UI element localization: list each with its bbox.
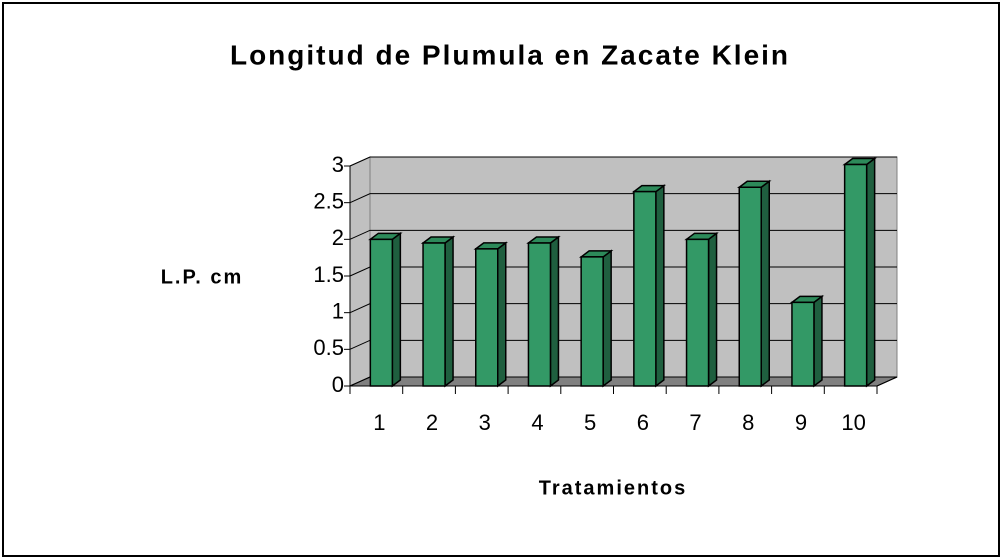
bar-side — [865, 157, 876, 388]
y-tick-label: 0.5 — [313, 335, 344, 360]
bar-front — [791, 301, 815, 387]
bar-front — [843, 163, 868, 387]
bar-front — [369, 238, 394, 387]
bar-front — [527, 242, 552, 387]
y-tick-label: 0 — [332, 372, 344, 397]
x-tick-label: 6 — [637, 410, 649, 435]
bar-side — [707, 231, 718, 388]
bar-side — [549, 235, 560, 388]
bar-front — [738, 186, 762, 387]
bar-side — [602, 249, 612, 388]
bar-side — [655, 184, 665, 388]
bar-front — [475, 248, 499, 387]
bar-side — [444, 235, 454, 388]
x-tick-label: 10 — [841, 410, 865, 435]
y-tick-label: 1 — [332, 298, 344, 323]
bar-front — [633, 190, 657, 387]
bar-side — [760, 179, 770, 388]
chart-title: Longitud de Plumula en Zacate Klein — [230, 39, 790, 70]
bar — [473, 241, 508, 388]
x-tick-label: 9 — [795, 410, 807, 435]
x-tick-label: 5 — [584, 410, 596, 435]
x-tick-label: 7 — [689, 410, 701, 435]
y-tick-label: 3 — [332, 152, 344, 177]
bar-side — [497, 241, 507, 388]
bar-front — [422, 242, 446, 387]
bar-side — [813, 294, 823, 388]
bar — [420, 235, 456, 388]
y-tick-label: 2.5 — [313, 188, 344, 213]
x-tick-label: 3 — [479, 410, 491, 435]
grid-line — [349, 229, 897, 240]
bar — [578, 249, 614, 388]
y-tick-label: 1.5 — [313, 262, 344, 287]
bar — [368, 231, 403, 388]
bar-front — [580, 256, 604, 387]
y-axis-title: L.P. cm — [161, 266, 244, 288]
bar — [631, 184, 667, 388]
x-tick-label: 1 — [373, 410, 385, 435]
floor-edge — [876, 376, 898, 387]
bar — [842, 157, 877, 388]
x-axis-title: Tratamientos — [539, 477, 687, 499]
x-tick-label: 4 — [531, 410, 543, 435]
x-tick-label: 2 — [426, 410, 438, 435]
y-tick-label: 2 — [332, 225, 344, 250]
bar-front — [685, 238, 710, 387]
bar — [526, 235, 561, 388]
bar — [737, 179, 772, 388]
bar — [789, 294, 825, 388]
bar-side — [391, 231, 402, 388]
bar — [684, 231, 719, 388]
grid-line — [349, 193, 897, 204]
grid-line — [349, 156, 897, 167]
x-tick-label: 8 — [742, 410, 754, 435]
